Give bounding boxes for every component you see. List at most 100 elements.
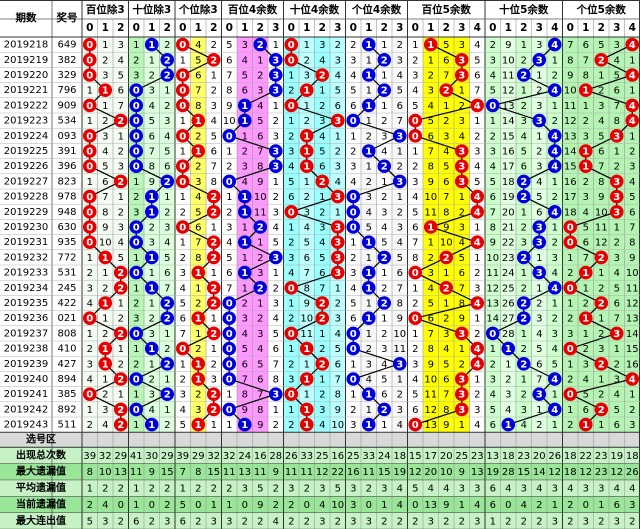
stat-value: 2 xyxy=(459,516,465,527)
hit-ball xyxy=(268,68,283,82)
hit-value: 2 xyxy=(117,420,124,431)
miss-count: 1 xyxy=(211,268,217,279)
hit-value: 3 xyxy=(272,86,279,97)
hit-ball xyxy=(98,357,113,371)
hit-ball xyxy=(377,296,392,310)
hit-ball xyxy=(222,402,237,417)
stat-value: 0 xyxy=(412,500,418,511)
hit-value: 3 xyxy=(613,131,620,142)
stat-label: 当前遗漏值 xyxy=(16,497,66,510)
hit-ball xyxy=(144,250,159,265)
stat-value: 2 xyxy=(536,516,542,527)
miss-count: 2 xyxy=(288,314,294,325)
hit-ball xyxy=(129,113,144,128)
hit-ball xyxy=(191,113,206,128)
hit-value: 0 xyxy=(412,131,419,142)
hit-ball xyxy=(175,159,190,173)
hit-value: 0 xyxy=(133,101,140,112)
hit-ball xyxy=(191,144,206,158)
miss-count: 2 xyxy=(583,116,589,127)
hit-ball xyxy=(82,205,97,219)
miss-count: 3 xyxy=(381,131,387,142)
digit-header: 0 xyxy=(350,22,357,34)
hit-value: 0 xyxy=(86,131,93,142)
miss-count: 1 xyxy=(536,283,542,294)
miss-count: 6 xyxy=(397,101,403,112)
miss-count: 7 xyxy=(149,147,155,158)
hit-ball xyxy=(175,37,190,52)
miss-count: 9 xyxy=(505,40,511,51)
hit-value: 0 xyxy=(86,314,93,325)
stat-value: 1 xyxy=(490,516,496,527)
miss-count: 8 xyxy=(614,116,620,127)
miss-count: 4 xyxy=(474,162,480,173)
miss-count: 6 xyxy=(536,207,542,218)
hit-ball xyxy=(532,53,547,67)
hit-ball xyxy=(578,265,593,280)
miss-count: 9 xyxy=(397,314,403,325)
hit-value: 2 xyxy=(210,207,217,218)
stat-value: 8 xyxy=(87,467,93,478)
stat-value: 1 xyxy=(211,500,217,511)
miss-count: 6 xyxy=(397,268,403,279)
hit-value: 0 xyxy=(288,40,295,51)
stat-value: 12 xyxy=(579,467,592,478)
miss-count: 16 xyxy=(626,359,639,370)
digit-header: 2 xyxy=(520,22,527,34)
hit-value: 0 xyxy=(86,162,93,173)
miss-count: 3 xyxy=(428,268,434,279)
hit-value: 3 xyxy=(536,390,543,401)
miss-count: 2 xyxy=(490,131,496,142)
miss-count: 6 xyxy=(443,177,449,188)
hit-value: 1 xyxy=(241,207,248,218)
hit-value: 2 xyxy=(210,192,217,203)
hit-value: 3 xyxy=(458,162,465,173)
stat-value: 2 xyxy=(505,516,511,527)
miss-count: 4 xyxy=(87,375,93,386)
miss-count: 5 xyxy=(459,253,465,264)
miss-count: 1 xyxy=(335,207,341,218)
hit-ball xyxy=(206,402,221,417)
stat-value: 3 xyxy=(474,484,480,495)
hit-ball xyxy=(113,113,128,128)
hit-value: 0 xyxy=(350,223,357,234)
group-header: 十位除3 xyxy=(132,3,171,16)
hit-ball xyxy=(175,220,190,234)
miss-count: 3 xyxy=(257,329,263,340)
hit-value: 1 xyxy=(148,40,155,51)
hit-value: 2 xyxy=(319,71,326,82)
number-header: 奖号 xyxy=(57,11,78,24)
miss-count: 2 xyxy=(536,86,542,97)
stat-value: 12 xyxy=(409,467,422,478)
miss-count: 2 xyxy=(350,405,356,416)
hit-ball xyxy=(160,68,175,82)
hit-value: 0 xyxy=(412,268,419,279)
miss-count: 6 xyxy=(273,344,279,355)
hit-ball xyxy=(222,129,237,143)
hit-ball xyxy=(144,417,159,432)
hit-value: 0 xyxy=(288,101,295,112)
hit-ball xyxy=(408,113,423,128)
miss-count: 1 xyxy=(567,359,573,370)
prize-number: 808 xyxy=(57,328,76,339)
miss-count: 6 xyxy=(288,192,294,203)
hit-ball xyxy=(516,68,531,82)
miss-count: 2 xyxy=(536,420,542,431)
stat-value: 1 xyxy=(459,500,465,511)
miss-count: 5 xyxy=(180,420,186,431)
digit-header: 1 xyxy=(427,22,434,34)
miss-count: 10 xyxy=(440,238,453,249)
period: 2019219 xyxy=(4,55,49,66)
stat-value: 9 xyxy=(149,467,155,478)
hit-value: 2 xyxy=(520,192,527,203)
miss-count: 7 xyxy=(443,192,449,203)
hit-value: 0 xyxy=(226,314,233,325)
hit-value: 3 xyxy=(613,177,620,188)
hit-value: 1 xyxy=(195,375,202,386)
miss-count: 9 xyxy=(257,177,263,188)
hit-value: 2 xyxy=(210,405,217,416)
stat-value: 2 xyxy=(304,484,310,495)
hit-ball xyxy=(625,98,640,113)
stat-value: 4 xyxy=(505,484,511,495)
miss-count: 11 xyxy=(254,207,267,218)
